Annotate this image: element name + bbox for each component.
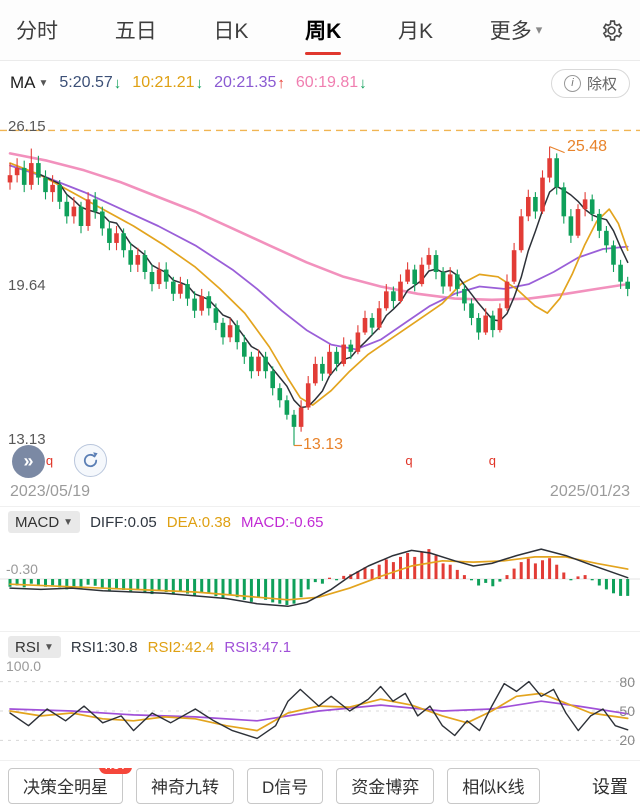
toolbar-scroll-area[interactable]: 决策全明星 HOT 神奇九转 D信号 资金博弈 相似K线 <box>8 767 632 804</box>
ma60-value: 60:19.81 ↓ <box>295 74 367 92</box>
toolbar-button-fund-game[interactable]: 资金博弈 <box>336 767 435 804</box>
rotate-fullscreen-button[interactable] <box>74 444 107 477</box>
rsi-grid-label-50: 50 <box>619 703 635 719</box>
high-price-annotation: 25.48 <box>567 138 608 155</box>
ma-dropdown[interactable]: MA ▼ <box>10 73 48 93</box>
exright-button[interactable]: i 除权 <box>550 68 630 98</box>
tab-monthly-k[interactable]: 月K <box>398 20 434 43</box>
event-marker: q <box>405 453 413 468</box>
macd-label: MACD <box>15 513 60 531</box>
dropdown-arrow-icon: ▼ <box>44 641 54 653</box>
rotate-icon <box>83 452 98 468</box>
toolbar-button-d-signal[interactable]: D信号 <box>247 767 324 804</box>
y-axis-label-low: 13.13 <box>8 431 46 448</box>
up-arrow-icon: ↑ <box>277 74 285 92</box>
rsi-grid-label-80: 80 <box>619 674 635 690</box>
macd-chart[interactable]: -0.30 <box>0 537 640 631</box>
bottom-toolbar: 决策全明星 HOT 神奇九转 D信号 资金博弈 相似K线 设置 <box>0 760 640 810</box>
end-date: 2025/01/23 <box>549 483 630 500</box>
dea-value: DEA:0.38 <box>166 513 231 531</box>
tab-more[interactable]: 更多 ▾ <box>490 0 543 60</box>
double-chevron-icon: » <box>23 451 34 471</box>
rsi-panel: RSI ▼ RSI1:30.8 RSI2:42.4 RSI3:47.1 100.… <box>0 631 640 760</box>
rsi1-value: RSI1:30.8 <box>70 638 138 656</box>
ma20-value: 20:21.35 ↑ <box>214 74 285 92</box>
y-axis-label-high: 26.15 <box>8 118 46 135</box>
ma5-value: 5:20.57 ↓ <box>59 74 122 92</box>
diff-value: DIFF:0.05 <box>90 513 157 531</box>
macd-dropdown[interactable]: MACD ▼ <box>8 511 81 533</box>
rsi-axis-top-label: 100.0 <box>6 658 42 674</box>
chevron-down-icon: ▾ <box>535 22 543 37</box>
tab-weekly-k[interactable]: 周K <box>305 0 341 60</box>
period-tabbar: 分时 五日 日K 周K 月K 更多 ▾ <box>0 0 640 61</box>
info-icon: i <box>563 74 581 92</box>
expand-quick-button[interactable]: » <box>12 445 45 478</box>
hot-badge: HOT <box>98 767 132 774</box>
button-label: 决策全明星 <box>23 778 108 797</box>
macd-header: MACD ▼ DIFF:0.05 DEA:0.38 MACD:-0.65 <box>0 507 640 537</box>
down-arrow-icon: ↓ <box>195 74 204 92</box>
rsi-chart[interactable]: 100.0 80 50 20 <box>0 658 640 760</box>
toolbar-button-magic-nine[interactable]: 神奇九转 <box>136 767 234 804</box>
macd-canvas <box>0 548 640 608</box>
macd-value: MACD:-0.65 <box>240 513 324 531</box>
dropdown-arrow-icon: ▼ <box>63 516 74 528</box>
rsi-header: RSI ▼ RSI1:30.8 RSI2:42.4 RSI3:47.1 <box>0 632 640 662</box>
macd-panel: MACD ▼ DIFF:0.05 DEA:0.38 MACD:-0.65 -0.… <box>0 506 640 631</box>
dropdown-arrow-icon: ▼ <box>38 77 49 89</box>
rsi-canvas <box>0 680 640 741</box>
kline-canvas <box>0 129 640 447</box>
rsi-dropdown[interactable]: RSI ▼ <box>8 636 61 658</box>
exright-label: 除权 <box>586 75 617 93</box>
candlestick-chart[interactable]: 26.15 19.64 13.13 25.48 13.13 q q q » <box>0 105 640 481</box>
ma-indicator-bar: MA ▼ 5:20.57 ↓ 10:21.21 ↓ 20:21.35 ↑ 60:19.… <box>0 61 640 105</box>
tab-intraday[interactable]: 分时 <box>16 20 58 43</box>
rsi2-value: RSI2:42.4 <box>147 638 215 656</box>
low-price-annotation: 13.13 <box>303 436 344 453</box>
tab-daily-k[interactable]: 日K <box>213 20 249 43</box>
macd-axis-label: -0.30 <box>6 561 38 577</box>
rsi3-value: RSI3:47.1 <box>224 638 292 656</box>
tab-weekly-k-label: 周K <box>305 20 342 43</box>
event-marker: q <box>45 453 54 468</box>
start-date: 2023/05/19 <box>10 483 91 500</box>
ma10-value: 10:21.21 ↓ <box>132 74 204 92</box>
toolbar-button-similar-k[interactable]: 相似K线 <box>447 767 540 804</box>
toolbar-settings-button[interactable]: 设置 <box>566 761 640 810</box>
rsi-label: RSI <box>15 638 41 656</box>
tab-five-day[interactable]: 五日 <box>114 20 157 43</box>
down-arrow-icon: ↓ <box>359 74 367 92</box>
y-axis-label-mid: 19.64 <box>8 277 46 294</box>
tab-more-label: 更多 <box>489 20 532 43</box>
event-marker: q <box>488 453 496 468</box>
ma-label: MA <box>10 73 36 92</box>
down-arrow-icon: ↓ <box>113 74 122 92</box>
toolbar-button-decision-allstar[interactable]: 决策全明星 HOT <box>8 767 132 804</box>
settings-gear-icon[interactable] <box>599 18 624 43</box>
rsi-grid-label-20: 20 <box>619 732 635 748</box>
date-axis: 2023/05/19 2025/01/23 <box>0 481 640 506</box>
